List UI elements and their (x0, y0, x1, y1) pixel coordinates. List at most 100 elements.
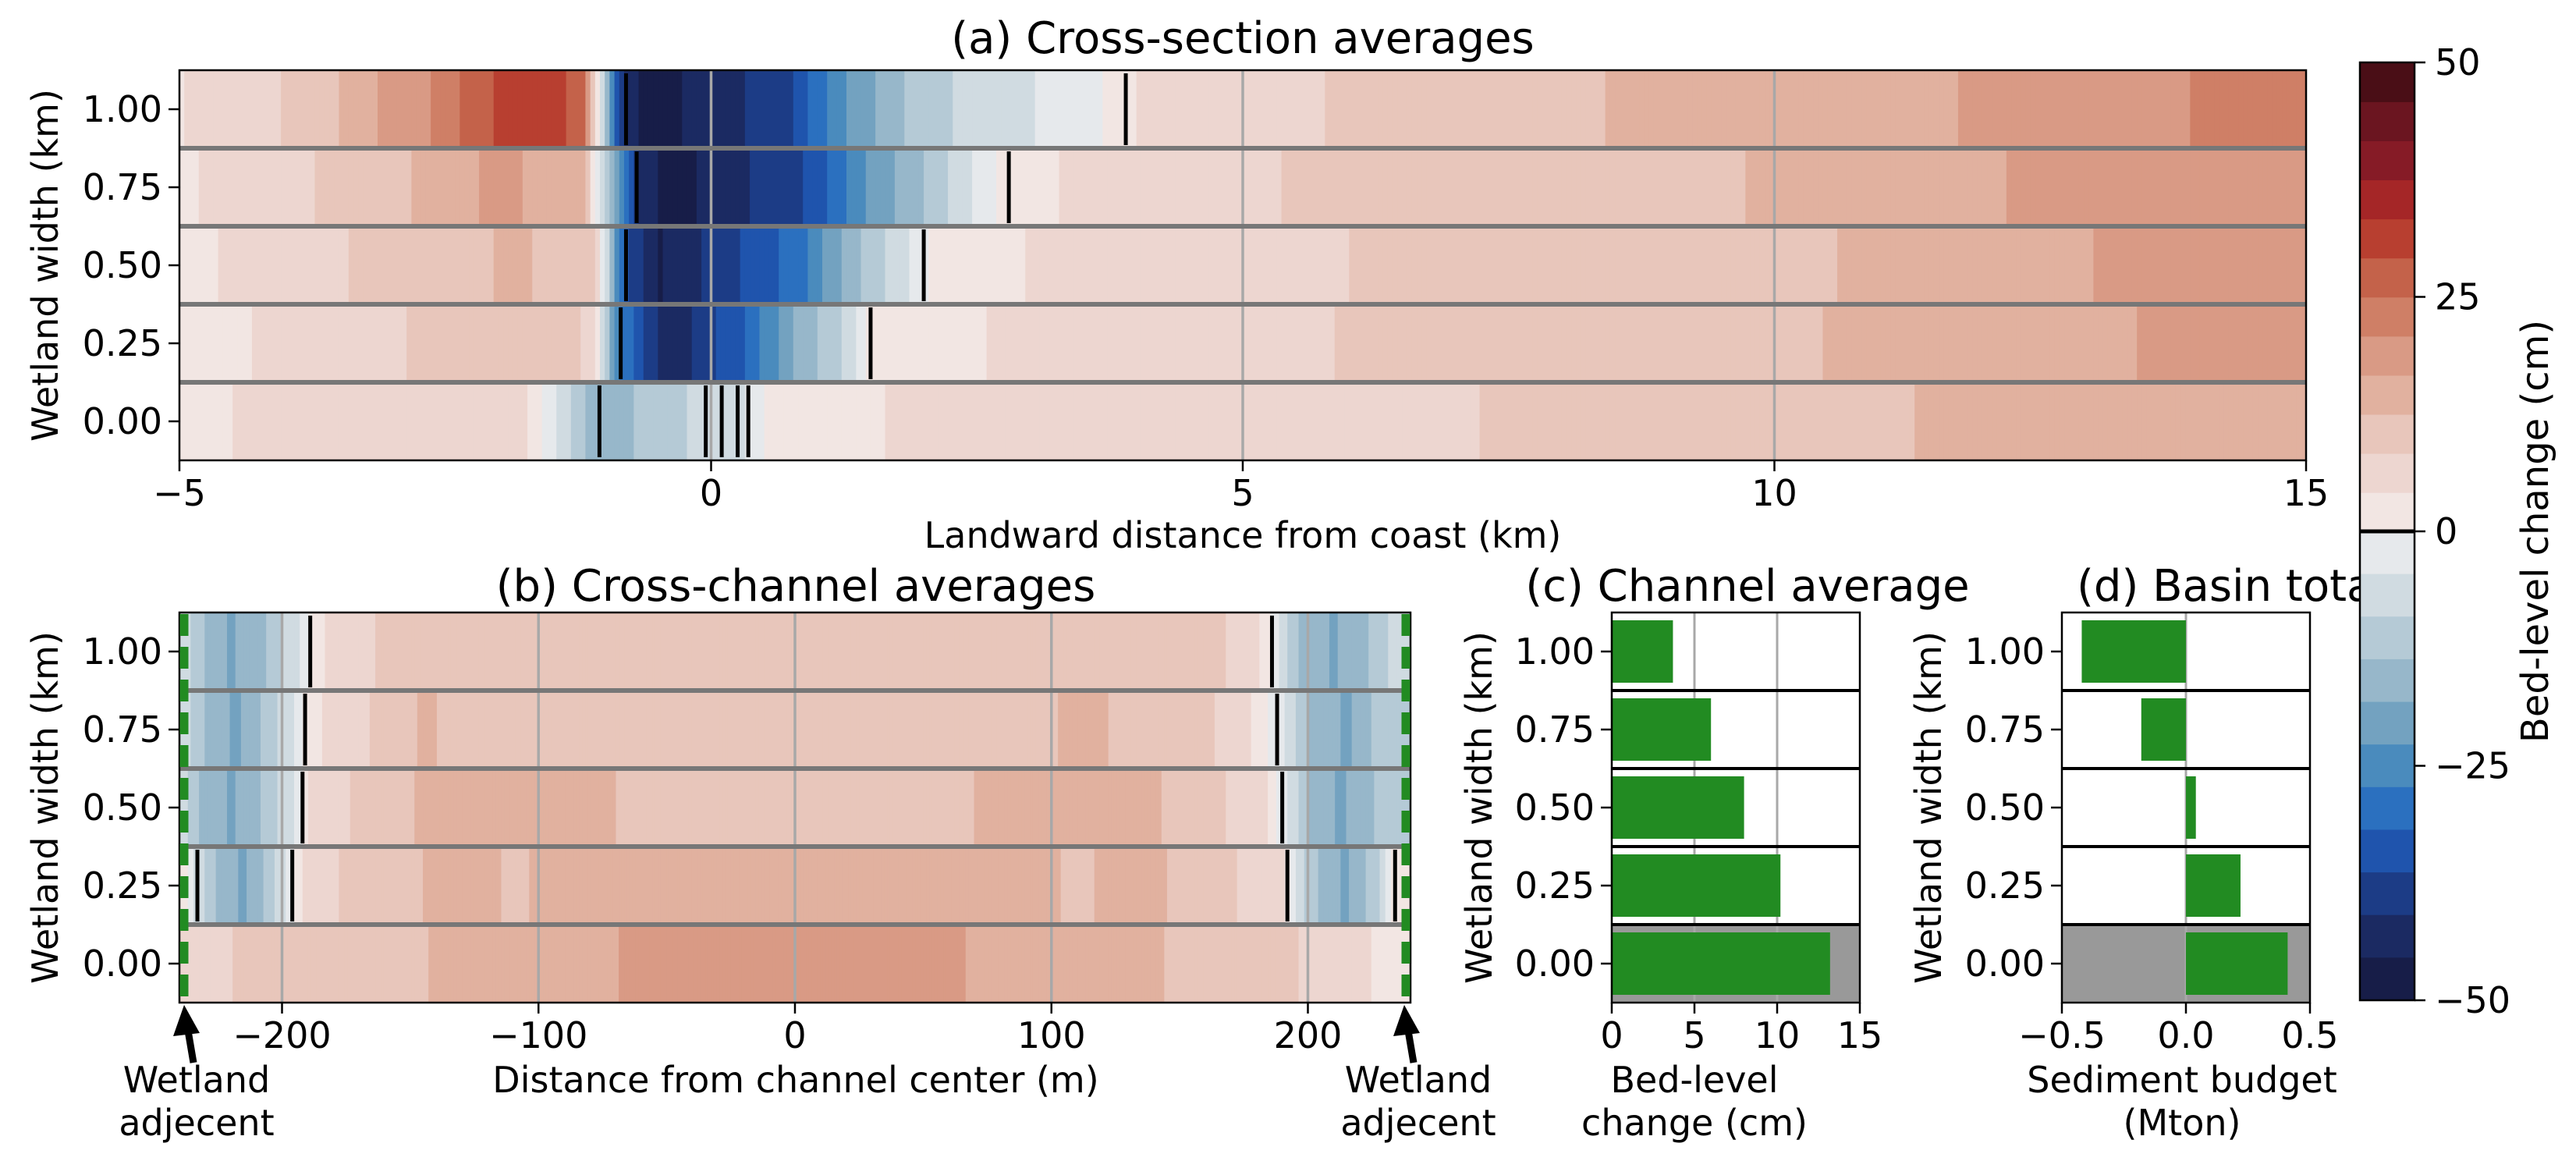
heatmap-cell (1474, 148, 1481, 226)
heatmap-cell (469, 148, 475, 226)
heatmap-cell (909, 70, 915, 148)
heatmap-cell (423, 847, 427, 925)
heatmap-cell (506, 847, 510, 925)
heatmap-cell (193, 847, 197, 925)
heatmap-cell (1155, 382, 1162, 460)
heatmap-cell (979, 691, 984, 769)
heatmap-cell (716, 612, 720, 691)
heatmap-cell (1060, 925, 1065, 1003)
heatmap-cell (1856, 70, 1862, 148)
heatmap-cell (2074, 382, 2080, 460)
heatmap-cell (358, 148, 364, 226)
heatmap-cell (1479, 304, 1485, 382)
heatmap-cell (683, 925, 687, 1003)
heatmap-cell (1518, 70, 1524, 148)
heatmap-cell (1247, 70, 1254, 148)
heatmap-cell (2219, 226, 2225, 304)
heatmap-cell (1571, 70, 1577, 148)
panel-d-bars (2060, 611, 2312, 1004)
heatmap-cell (754, 70, 761, 148)
heatmap-cell (795, 847, 799, 925)
heatmap-cell (1851, 382, 1857, 460)
heatmap-cell (1446, 148, 1452, 226)
heatmap-cell (702, 847, 707, 925)
heatmap-cell (473, 612, 477, 691)
heatmap-cell (579, 691, 584, 769)
heatmap-cell (862, 612, 866, 691)
heatmap-cell (1571, 148, 1577, 226)
heatmap-cell (1895, 148, 1901, 226)
heatmap-cell (918, 70, 924, 148)
heatmap-cell (1769, 382, 1776, 460)
heatmap-cell (1010, 769, 1014, 847)
heatmap-cell (1034, 382, 1041, 460)
heatmap-cell (568, 691, 572, 769)
heatmap-cell (1663, 70, 1669, 148)
heatmap-cell (582, 691, 586, 769)
heatmap-cell (490, 691, 494, 769)
heatmap-cell (428, 612, 432, 691)
heatmap-cell (1629, 304, 1635, 382)
heatmap-cell (750, 226, 756, 304)
heatmap-cell (263, 769, 267, 847)
heatmap-cell (596, 612, 600, 691)
heatmap-cell (1668, 70, 1674, 148)
heatmap-cell (302, 847, 307, 925)
heatmap-cell (1861, 304, 1868, 382)
heatmap-cell (2287, 304, 2293, 382)
heatmap-cell (353, 612, 357, 691)
heatmap-cell (965, 612, 970, 691)
heatmap-cell (1382, 304, 1389, 382)
heatmap-cell (570, 226, 577, 304)
heatmap-cell (811, 612, 815, 691)
heatmap-cell (573, 612, 578, 691)
heatmap-cell (296, 847, 301, 925)
heatmap-cell (1296, 70, 1302, 148)
heatmap-cell (755, 847, 760, 925)
heatmap-cell (1044, 148, 1050, 226)
heatmap-cell (445, 226, 451, 304)
heatmap-cell (682, 382, 688, 460)
heatmap-cell (237, 382, 243, 460)
colorbar-segment (2360, 101, 2415, 141)
heatmap-cell (1219, 226, 1225, 304)
heatmap-cell (321, 691, 326, 769)
heatmap-cell (691, 925, 695, 1003)
heatmap-cell (1175, 691, 1180, 769)
y-tick-label: 0.25 (1515, 865, 1595, 907)
heatmap-cell (1977, 382, 1983, 460)
heatmap-cell (1180, 70, 1186, 148)
heatmap-cell (487, 847, 491, 925)
heatmap-cell (1455, 304, 1461, 382)
heatmap-cell (271, 925, 275, 1003)
heatmap-cell (305, 304, 311, 382)
heatmap-cell (445, 691, 449, 769)
heatmap-cell (294, 769, 298, 847)
heatmap-cell (907, 925, 910, 1003)
panel-a-y-axis: 1.000.750.500.250.00 (83, 88, 179, 442)
heatmap-cell (783, 304, 789, 382)
heatmap-cell (1231, 925, 1235, 1003)
heatmap-cell (2137, 304, 2143, 382)
heatmap-cell (1813, 70, 1819, 148)
heatmap-cell (910, 612, 914, 691)
colorbar-segment (2360, 492, 2415, 532)
heatmap-cell (624, 847, 628, 925)
heatmap-cell (798, 304, 804, 382)
heatmap-cell (1928, 148, 1935, 226)
heatmap-cell (474, 382, 480, 460)
heatmap-cell (940, 769, 944, 847)
heatmap-cell (406, 612, 410, 691)
heatmap-cell (1537, 148, 1543, 226)
heatmap-cell (1813, 304, 1819, 382)
heatmap-cell (473, 769, 477, 847)
heatmap-cell (2272, 70, 2278, 148)
heatmap-cell (1320, 148, 1326, 226)
heatmap-cell (436, 691, 441, 769)
heatmap-cell (876, 925, 880, 1003)
heatmap-cell (442, 925, 446, 1003)
heatmap-cell (1099, 612, 1104, 691)
heatmap-cell (476, 612, 480, 691)
heatmap-cell (2228, 226, 2234, 304)
heatmap-cell (1629, 226, 1635, 304)
